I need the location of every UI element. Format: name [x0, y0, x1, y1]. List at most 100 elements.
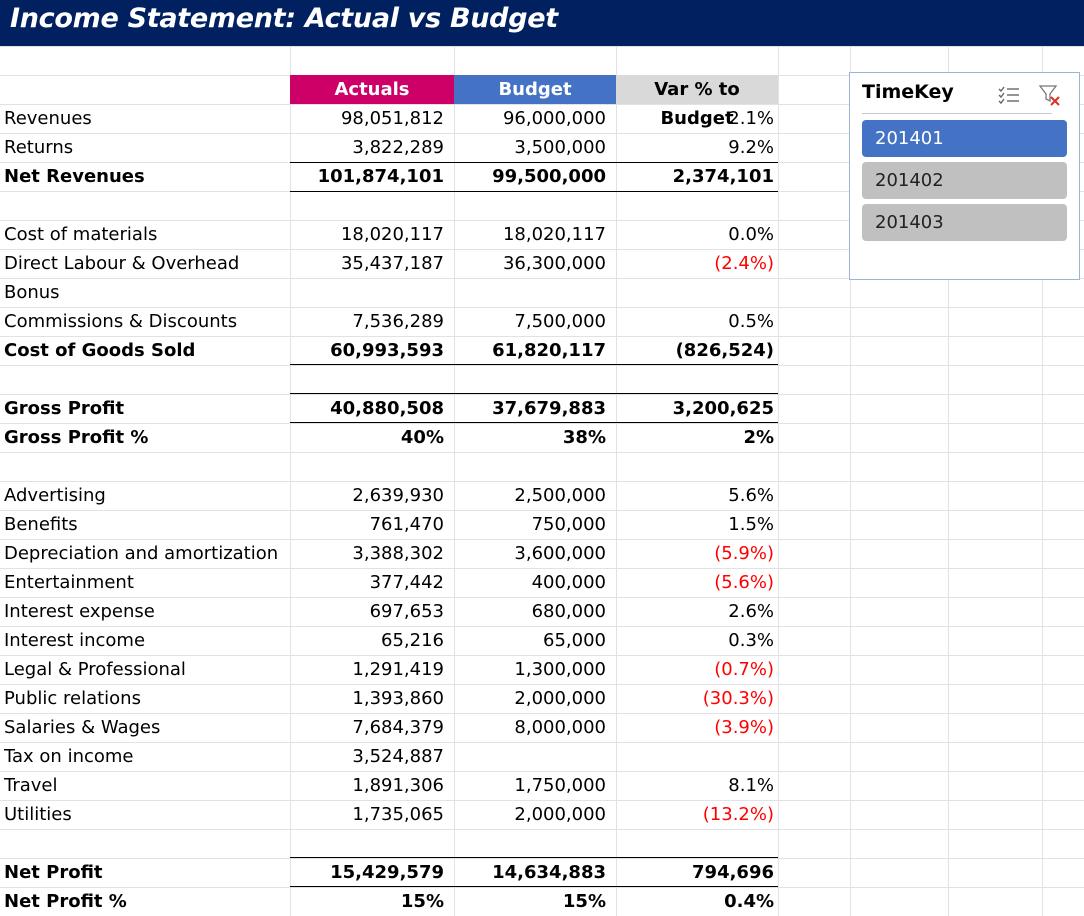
actuals-cell[interactable]: 7,536,289 — [352, 311, 444, 332]
actuals-cell[interactable]: 377,442 — [369, 572, 444, 593]
row-label[interactable]: Net Profit % — [4, 891, 127, 912]
actuals-cell[interactable]: 761,470 — [369, 514, 444, 535]
var-cell[interactable]: 2.6% — [728, 601, 774, 622]
budget-cell[interactable]: 65,000 — [543, 630, 606, 651]
actuals-cell[interactable]: 40,880,508 — [330, 398, 444, 419]
var-cell[interactable] — [616, 191, 778, 220]
header-budget[interactable]: Budget — [454, 75, 616, 104]
var-cell[interactable]: (5.6%) — [714, 572, 774, 593]
slicer-item-201402[interactable]: 201402 — [862, 162, 1067, 199]
actuals-cell[interactable]: 697,653 — [369, 601, 444, 622]
budget-cell[interactable]: 99,500,000 — [492, 166, 606, 187]
actuals-cell[interactable]: 7,684,379 — [352, 717, 444, 738]
budget-cell[interactable]: 96,000,000 — [502, 108, 606, 129]
actuals-cell[interactable]: 60,993,593 — [330, 340, 444, 361]
budget-cell[interactable]: 15% — [562, 891, 606, 912]
row-label[interactable]: Net Revenues — [4, 166, 145, 187]
row-label[interactable]: Legal & Professional — [4, 659, 186, 680]
row-label[interactable]: Interest expense — [4, 601, 155, 622]
actuals-cell[interactable]: 15,429,579 — [330, 862, 444, 883]
budget-cell[interactable]: 37,679,883 — [492, 398, 606, 419]
budget-cell[interactable] — [454, 191, 616, 220]
var-cell[interactable]: 2,374,101 — [672, 166, 774, 187]
actuals-cell[interactable] — [290, 191, 454, 220]
budget-cell[interactable]: 36,300,000 — [502, 253, 606, 274]
row-label[interactable]: Returns — [4, 137, 74, 158]
budget-cell[interactable]: 7,500,000 — [514, 311, 606, 332]
var-cell[interactable] — [616, 829, 778, 858]
budget-cell[interactable]: 14,634,883 — [492, 862, 606, 883]
budget-cell[interactable]: 18,020,117 — [502, 224, 606, 245]
var-cell[interactable]: (30.3%) — [702, 688, 774, 709]
var-cell[interactable]: (3.9%) — [714, 717, 774, 738]
budget-cell[interactable] — [454, 829, 616, 858]
var-cell[interactable]: (0.7%) — [714, 659, 774, 680]
row-label[interactable] — [4, 829, 284, 858]
budget-cell[interactable]: 1,300,000 — [514, 659, 606, 680]
var-cell[interactable]: (2.4%) — [714, 253, 774, 274]
budget-cell[interactable]: 61,820,117 — [492, 340, 606, 361]
actuals-cell[interactable]: 1,393,860 — [352, 688, 444, 709]
actuals-cell[interactable] — [290, 365, 454, 394]
row-label[interactable]: Commissions & Discounts — [4, 311, 238, 332]
row-label[interactable]: Advertising — [4, 485, 106, 506]
actuals-cell[interactable] — [290, 829, 454, 858]
clear-filter-icon[interactable] — [1038, 83, 1062, 107]
slicer-item-201401[interactable]: 201401 — [862, 120, 1067, 157]
var-cell[interactable]: 0.4% — [724, 891, 774, 912]
actuals-cell[interactable]: 3,388,302 — [352, 543, 444, 564]
budget-cell[interactable] — [454, 278, 616, 307]
actuals-cell[interactable]: 18,020,117 — [340, 224, 444, 245]
var-cell[interactable]: (13.2%) — [702, 804, 774, 825]
var-cell[interactable]: 8.1% — [728, 775, 774, 796]
row-label[interactable] — [4, 365, 284, 394]
var-cell[interactable]: 0.3% — [728, 630, 774, 651]
row-label[interactable]: Cost of Goods Sold — [4, 340, 196, 361]
budget-cell[interactable]: 38% — [562, 427, 606, 448]
budget-cell[interactable] — [454, 365, 616, 394]
row-label[interactable]: Utilities — [4, 804, 72, 825]
actuals-cell[interactable]: 35,437,187 — [340, 253, 444, 274]
var-cell[interactable]: 9.2% — [728, 137, 774, 158]
var-cell[interactable]: 2% — [743, 427, 774, 448]
header-var-to-budget[interactable]: Var % to Budget — [616, 75, 778, 129]
actuals-cell[interactable] — [290, 278, 454, 307]
row-label[interactable]: Benefits — [4, 514, 78, 535]
var-cell[interactable]: 0.0% — [728, 224, 774, 245]
row-label[interactable]: Salaries & Wages — [4, 717, 161, 738]
row-label[interactable] — [4, 452, 284, 481]
actuals-cell[interactable]: 1,735,065 — [352, 804, 444, 825]
var-cell[interactable] — [616, 278, 778, 307]
row-label[interactable]: Public relations — [4, 688, 141, 709]
actuals-cell[interactable]: 3,822,289 — [352, 137, 444, 158]
row-label[interactable]: Travel — [4, 775, 58, 796]
row-label[interactable]: Revenues — [4, 108, 92, 129]
row-label[interactable]: Tax on income — [4, 746, 134, 767]
header-actuals[interactable]: Actuals — [290, 75, 454, 104]
budget-cell[interactable]: 680,000 — [531, 601, 606, 622]
actuals-cell[interactable]: 65,216 — [381, 630, 444, 651]
actuals-cell[interactable]: 101,874,101 — [317, 166, 444, 187]
row-label[interactable]: Interest income — [4, 630, 146, 651]
row-label[interactable]: Gross Profit — [4, 398, 125, 419]
row-label[interactable]: Cost of materials — [4, 224, 158, 245]
slicer-item-201403[interactable]: 201403 — [862, 204, 1067, 241]
row-label[interactable] — [4, 191, 284, 220]
var-cell[interactable] — [616, 742, 778, 771]
budget-cell[interactable]: 2,500,000 — [514, 485, 606, 506]
row-label[interactable]: Bonus — [4, 282, 60, 303]
actuals-cell[interactable]: 1,291,419 — [352, 659, 444, 680]
actuals-cell[interactable]: 1,891,306 — [352, 775, 444, 796]
row-label[interactable]: Depreciation and amortization — [4, 543, 279, 564]
var-cell[interactable]: 3,200,625 — [672, 398, 774, 419]
var-cell[interactable]: (5.9%) — [714, 543, 774, 564]
var-cell[interactable]: 2.1% — [728, 108, 774, 129]
actuals-cell[interactable]: 98,051,812 — [340, 108, 444, 129]
var-cell[interactable] — [616, 452, 778, 481]
actuals-cell[interactable]: 40% — [400, 427, 444, 448]
var-cell[interactable] — [616, 365, 778, 394]
row-label[interactable]: Gross Profit % — [4, 427, 149, 448]
budget-cell[interactable] — [454, 452, 616, 481]
budget-cell[interactable]: 400,000 — [531, 572, 606, 593]
actuals-cell[interactable]: 15% — [400, 891, 444, 912]
